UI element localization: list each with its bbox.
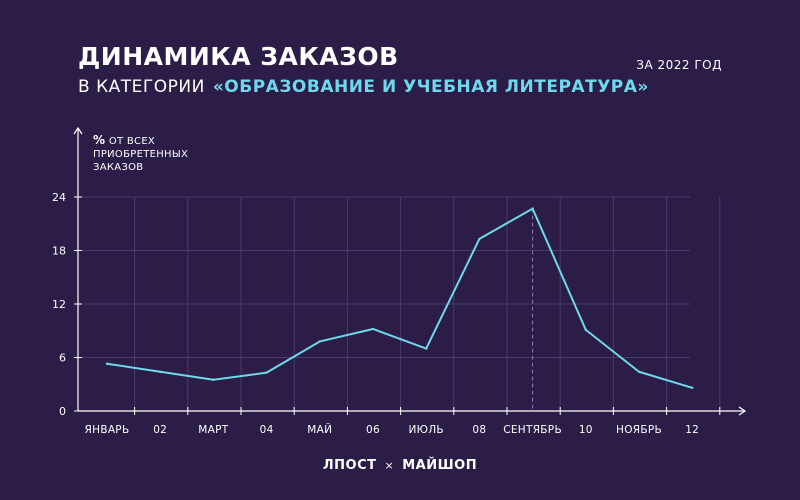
- data-point: [691, 386, 694, 390]
- x-tick-label: 04: [260, 424, 274, 436]
- y-tick-label: 6: [59, 352, 66, 365]
- data-point: [212, 378, 215, 381]
- data-point: [159, 370, 162, 373]
- page-title: ДИНАМИКА ЗАКАЗОВ: [78, 42, 399, 71]
- data-point: [425, 347, 428, 350]
- brand-logo-right: МАЙШОП: [402, 458, 478, 473]
- y-axis-label-line2: ПРИОБРЕТЕННЫХ: [93, 149, 189, 160]
- x-tick-label: МАЙ: [307, 423, 332, 436]
- x-tick-label: 06: [366, 424, 380, 436]
- x-tick-label: 10: [579, 424, 593, 436]
- x-tick-label: 08: [472, 424, 486, 436]
- x-tick-label: ИЮЛЬ: [408, 424, 444, 436]
- subtitle-category: «ОБРАЗОВАНИЕ И УЧЕБНАЯ ЛИТЕРАТУРА»: [212, 77, 649, 97]
- brand-logo-left: ЛПОСТ: [322, 458, 377, 473]
- x-tick-label: НОЯБРЬ: [616, 424, 662, 436]
- subtitle: В КАТЕГОРИИ «ОБРАЗОВАНИЕ И УЧЕБНАЯ ЛИТЕРА…: [78, 76, 649, 98]
- y-tick-label: 18: [52, 245, 66, 258]
- data-point: [371, 327, 375, 331]
- x-tick-label: 12: [685, 424, 699, 436]
- header: ДИНАМИКА ЗАКАЗОВ В КАТЕГОРИИ «ОБРАЗОВАНИЕ…: [78, 42, 649, 98]
- data-point: [265, 371, 268, 374]
- x-axis-arrow: [738, 406, 747, 416]
- data-point: [478, 237, 481, 241]
- y-axis-label-line3: ЗАКАЗОВ: [93, 162, 144, 173]
- data-point: [531, 207, 534, 210]
- y-tick-label: 24: [52, 191, 66, 204]
- x-tick-label: СЕНТЯБРЬ: [503, 424, 562, 436]
- subtitle-prefix: В КАТЕГОРИИ: [78, 77, 205, 97]
- data-point: [105, 362, 109, 365]
- x-tick-label: МАРТ: [198, 424, 228, 436]
- x-tick-label: 02: [153, 424, 167, 436]
- data-point: [584, 328, 587, 332]
- data-point: [637, 370, 641, 373]
- y-tick-label: 0: [59, 405, 66, 418]
- y-tick-label: 12: [52, 298, 66, 311]
- y-axis-label-pct: %: [93, 133, 106, 147]
- y-axis-label-line1: ОТ ВСЕХ: [108, 136, 156, 147]
- y-axis-label: % ОТ ВСЕХ ПРИОБРЕТЕННЫХ ЗАКАЗОВ: [93, 134, 188, 174]
- series-line: [106, 207, 693, 389]
- data-point: [318, 340, 321, 343]
- period-label: ЗА 2022 ГОД: [636, 58, 722, 72]
- y-axis-arrow: [73, 126, 83, 135]
- brand-separator: ×: [384, 459, 395, 472]
- footer-logos: ЛПОСТ × МАЙШОП: [0, 458, 800, 473]
- x-tick-label: ЯНВАРЬ: [85, 424, 130, 436]
